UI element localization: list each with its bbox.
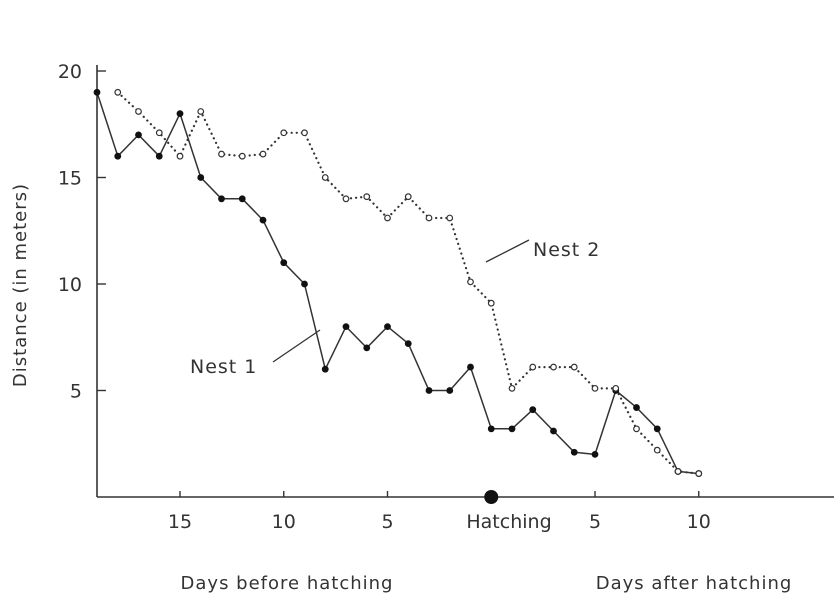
data-point bbox=[591, 451, 599, 458]
data-point bbox=[259, 216, 267, 224]
y-axis-title: Distance (in meters) bbox=[10, 183, 31, 387]
data-point bbox=[508, 384, 516, 392]
series-line bbox=[116, 91, 700, 475]
data-point bbox=[487, 425, 495, 433]
y-tick-label: 20 bbox=[58, 61, 82, 83]
data-point bbox=[93, 88, 101, 96]
x-tick-label: 5 bbox=[381, 511, 393, 533]
data-point bbox=[363, 193, 371, 201]
x-tick-label: 10 bbox=[687, 511, 711, 533]
data-point bbox=[280, 259, 288, 267]
data-point bbox=[570, 448, 578, 456]
data-point bbox=[508, 425, 516, 433]
data-point bbox=[155, 152, 163, 160]
data-point bbox=[197, 108, 205, 115]
data-point bbox=[218, 195, 225, 203]
data-point bbox=[612, 384, 620, 392]
data-point bbox=[342, 195, 350, 203]
data-point bbox=[550, 427, 557, 435]
data-point bbox=[384, 323, 391, 330]
y-tick-label: 5 bbox=[70, 381, 82, 403]
data-point bbox=[404, 193, 412, 201]
data-point bbox=[321, 174, 329, 181]
data-point bbox=[197, 174, 205, 181]
data-point bbox=[280, 129, 288, 137]
data-point bbox=[446, 387, 454, 394]
data-point bbox=[301, 129, 308, 137]
y-tick-label: 15 bbox=[58, 168, 82, 190]
axes: 5 10 15 20 15 10 5 5 10 bbox=[58, 61, 834, 533]
data-point bbox=[301, 280, 308, 288]
data-point bbox=[653, 446, 661, 454]
data-point bbox=[674, 468, 682, 475]
annotation-nest-1: Nest 1 bbox=[190, 356, 257, 378]
data-point bbox=[238, 195, 246, 203]
y-tick-label: 10 bbox=[58, 274, 82, 296]
data-point bbox=[467, 363, 474, 371]
labels-layer: Distance (in meters) Hatching Days befor… bbox=[10, 183, 793, 594]
data-point bbox=[218, 150, 225, 158]
data-point bbox=[135, 108, 142, 115]
data-point bbox=[135, 131, 142, 139]
data-point bbox=[114, 152, 122, 160]
series-nest-1 bbox=[93, 88, 703, 477]
x-tick-label: 5 bbox=[589, 511, 601, 533]
hatching-marker bbox=[484, 490, 499, 504]
data-point bbox=[446, 214, 454, 222]
data-point bbox=[529, 363, 537, 371]
x-axis-title-after: Days after hatching bbox=[596, 573, 793, 594]
series-layer bbox=[93, 88, 703, 477]
data-point bbox=[633, 425, 640, 433]
data-point bbox=[425, 214, 433, 222]
data-point bbox=[529, 406, 537, 414]
annotation-leader-nest-1 bbox=[272, 329, 321, 363]
x-tick-label: 15 bbox=[168, 511, 192, 533]
data-point bbox=[238, 152, 246, 160]
data-point bbox=[384, 214, 391, 222]
series-nest-2 bbox=[114, 88, 703, 477]
hatching-label: Hatching bbox=[466, 511, 551, 533]
x-axis-title-before: Days before hatching bbox=[181, 573, 394, 594]
data-point bbox=[176, 152, 184, 160]
data-point bbox=[695, 470, 703, 477]
data-point bbox=[404, 340, 412, 348]
data-point bbox=[363, 344, 371, 352]
data-point bbox=[487, 299, 495, 307]
annotation-leader-nest-2 bbox=[485, 239, 530, 263]
data-point bbox=[633, 404, 640, 411]
data-point bbox=[467, 278, 474, 286]
data-point bbox=[155, 129, 163, 137]
data-point bbox=[425, 387, 433, 394]
data-point bbox=[653, 425, 661, 433]
series-line bbox=[96, 91, 700, 475]
data-point bbox=[259, 150, 267, 158]
annotation-nest-2: Nest 2 bbox=[533, 239, 600, 261]
data-point bbox=[342, 323, 350, 330]
data-point bbox=[321, 365, 329, 373]
data-point bbox=[114, 88, 122, 96]
data-point bbox=[550, 363, 557, 371]
data-point bbox=[570, 363, 578, 371]
data-point bbox=[591, 384, 599, 392]
data-point bbox=[176, 110, 184, 117]
x-tick-label: 10 bbox=[272, 511, 296, 533]
